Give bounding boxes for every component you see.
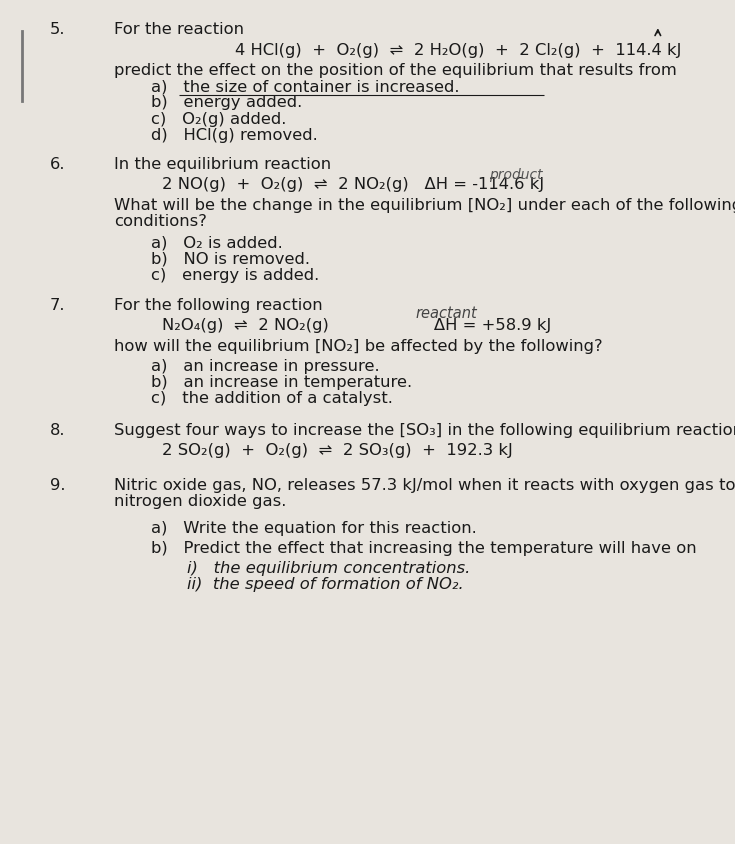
Text: Suggest four ways to increase the [SO₃] in the following equilibrium reaction.: Suggest four ways to increase the [SO₃] … [114, 423, 735, 438]
Text: reactant: reactant [415, 306, 477, 322]
Text: d)   HCl(g) removed.: d) HCl(g) removed. [151, 127, 318, 143]
Text: a)   an increase in pressure.: a) an increase in pressure. [151, 359, 379, 374]
Text: a)   O₂ is added.: a) O₂ is added. [151, 235, 282, 251]
Text: 2 SO₂(g)  +  O₂(g)  ⇌  2 SO₃(g)  +  192.3 kJ: 2 SO₂(g) + O₂(g) ⇌ 2 SO₃(g) + 192.3 kJ [162, 443, 512, 458]
Text: b)   Predict the effect that increasing the temperature will have on: b) Predict the effect that increasing th… [151, 541, 696, 556]
Text: c)   the addition of a catalyst.: c) the addition of a catalyst. [151, 391, 392, 406]
Text: a)   Write the equation for this reaction.: a) Write the equation for this reaction. [151, 521, 476, 536]
Text: 9.: 9. [50, 478, 65, 493]
Text: For the reaction: For the reaction [114, 22, 244, 37]
Text: conditions?: conditions? [114, 214, 207, 229]
Text: 8.: 8. [50, 423, 65, 438]
Text: predict the effect on the position of the equilibrium that results from: predict the effect on the position of th… [114, 62, 677, 78]
Text: 2 NO(g)  +  O₂(g)  ⇌  2 NO₂(g)   ΔH = -114.6 kJ: 2 NO(g) + O₂(g) ⇌ 2 NO₂(g) ΔH = -114.6 k… [162, 177, 544, 192]
Text: For the following reaction: For the following reaction [114, 298, 323, 313]
Text: b)   an increase in temperature.: b) an increase in temperature. [151, 375, 412, 390]
Text: i)   the equilibrium concentrations.: i) the equilibrium concentrations. [187, 561, 471, 576]
Text: a)   the size of container is increased.: a) the size of container is increased. [151, 79, 459, 95]
Text: b)   NO is removed.: b) NO is removed. [151, 252, 309, 267]
Text: how will the equilibrium [NO₂] be affected by the following?: how will the equilibrium [NO₂] be affect… [114, 338, 603, 354]
Text: c)   O₂(g) added.: c) O₂(g) added. [151, 111, 286, 127]
Text: c)   energy is added.: c) energy is added. [151, 268, 319, 283]
Text: What will be the change in the equilibrium [NO₂] under each of the following: What will be the change in the equilibri… [114, 197, 735, 213]
Text: 5.: 5. [50, 22, 65, 37]
Text: b)   energy added.: b) energy added. [151, 95, 302, 111]
Text: nitrogen dioxide gas.: nitrogen dioxide gas. [114, 494, 287, 509]
Text: 4 HCl(g)  +  O₂(g)  ⇌  2 H₂O(g)  +  2 Cl₂(g)  +  114.4 kJ: 4 HCl(g) + O₂(g) ⇌ 2 H₂O(g) + 2 Cl₂(g) +… [235, 43, 681, 58]
Text: Nitric oxide gas, NO, releases 57.3 kJ/mol when it reacts with oxygen gas to giv: Nitric oxide gas, NO, releases 57.3 kJ/m… [114, 478, 735, 493]
Text: N₂O₄(g)  ⇌  2 NO₂(g)                    ΔH = +58.9 kJ: N₂O₄(g) ⇌ 2 NO₂(g) ΔH = +58.9 kJ [162, 318, 551, 333]
Text: In the equilibrium reaction: In the equilibrium reaction [114, 157, 331, 172]
Text: 7.: 7. [50, 298, 65, 313]
Text: 6.: 6. [50, 157, 65, 172]
Text: product: product [489, 168, 542, 181]
Text: ii)  the speed of formation of NO₂.: ii) the speed of formation of NO₂. [187, 577, 465, 592]
